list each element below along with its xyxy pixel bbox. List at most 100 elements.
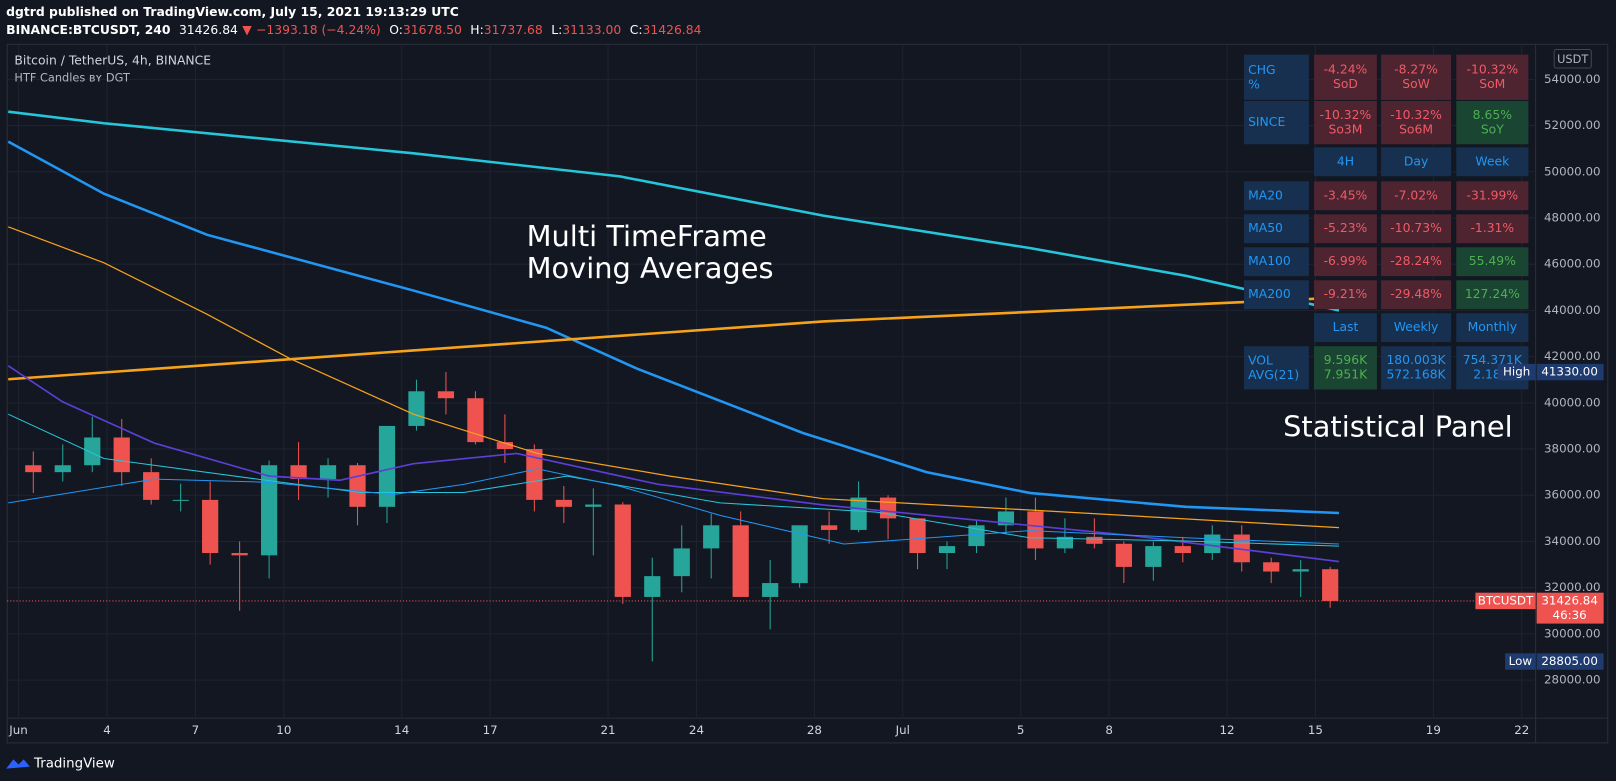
candle-body: [1174, 546, 1191, 554]
panel-label-cell: [1243, 54, 1309, 100]
x-tick-label: 21: [601, 723, 616, 737]
x-tick-label: Jun: [8, 723, 28, 737]
price-tag-name: Low: [1509, 654, 1533, 668]
panel-label: SINCE: [1248, 115, 1285, 129]
panel-cell-text: Week: [1475, 154, 1510, 168]
candle-body: [850, 497, 867, 530]
x-tick-label: Jul: [895, 723, 910, 737]
panel-cell: [1381, 54, 1452, 100]
panel-cell-text: SoD: [1333, 77, 1358, 91]
candle-body: [1263, 562, 1280, 572]
candle-body: [1204, 534, 1221, 554]
y-tick-label: 48000.00: [1544, 210, 1601, 224]
price-tag: [1536, 653, 1604, 670]
unit-box: [1553, 48, 1592, 69]
candle-body: [821, 525, 838, 530]
candle-body: [113, 437, 130, 473]
candle-body: [762, 583, 779, 597]
statistical-panel: CHG %-4.24%SoD-8.27%SoW-10.32%SoMSINCE-10…: [1243, 54, 1529, 390]
candle-body: [496, 442, 513, 450]
candle-body: [172, 499, 189, 501]
panel-label: CHG%: [1248, 63, 1276, 91]
x-tick-label: 5: [1017, 723, 1025, 737]
panel-cell-text: -10.32%: [1390, 108, 1442, 122]
panel-cell: [1456, 181, 1529, 211]
candle-body: [25, 465, 42, 473]
ohlc-value: 31133.00: [562, 22, 621, 36]
panel-label: MA200: [1248, 287, 1291, 301]
candle-body: [1322, 569, 1339, 601]
panel-cell-text: -28.24%: [1390, 254, 1442, 268]
candle-body: [938, 546, 956, 554]
candle-body: [1115, 543, 1132, 567]
panel-cell: [1381, 181, 1452, 211]
candle-body: [1145, 546, 1162, 567]
panel-cell-text: 9.596K: [1324, 353, 1368, 367]
panel-cell-text: 4H: [1337, 154, 1354, 168]
ohlc-label: C:: [630, 22, 643, 36]
price-tag: [1536, 592, 1604, 624]
candle-body: [467, 398, 484, 443]
candle-body: [1056, 536, 1074, 549]
moving-average: [7, 140, 1340, 515]
panel-cell: [1456, 280, 1529, 310]
price-axis: 28000.00 30000.00 32000.00 34000.00 36000.00…: [8, 72, 1604, 737]
panel-cell: [1314, 346, 1377, 390]
price-tag-name-box: [1475, 592, 1536, 610]
candle-body: [673, 548, 690, 577]
panel-cell: [1314, 147, 1377, 177]
panel-cell-text: 754.371K: [1463, 353, 1523, 367]
panel-cell-text: SoY: [1481, 122, 1504, 136]
panel-cell: [1456, 100, 1529, 145]
panel-cell-text: So3M: [1328, 122, 1362, 136]
panel-cell-text: -9.21%: [1324, 287, 1368, 301]
candle-body: [909, 518, 926, 554]
candle-body: [1086, 536, 1103, 544]
panel-cell-text: 180.003K: [1386, 353, 1446, 367]
moving-average: [8, 296, 1340, 381]
panel-cell-text: -3.45%: [1324, 188, 1368, 202]
symbol-line: BINANCE:BTCUSDT, 240 31426.84 ▼ −1393.18…: [6, 22, 701, 36]
panel-cell: [1314, 54, 1377, 100]
candle-body: [1027, 511, 1044, 549]
panel-cell-text: -1.31%: [1470, 221, 1514, 235]
candle-body: [319, 465, 337, 480]
candle-body: [202, 499, 219, 554]
ohlc-value: 31426.84: [643, 22, 702, 36]
author-line: dgtrd published on TradingView.com, July…: [6, 5, 459, 19]
candle-body: [526, 449, 543, 500]
panel-label-part: AVG(21): [1248, 368, 1299, 382]
candle-body: [54, 465, 71, 473]
panel-label: MA50: [1248, 221, 1283, 235]
panel-cell-text: 127.24%: [1465, 287, 1520, 301]
panel-cell-text: 572.168K: [1386, 368, 1446, 382]
x-tick-label: 4: [103, 723, 111, 737]
panel-label: MA20: [1248, 188, 1283, 202]
candle-body: [614, 504, 631, 597]
y-tick-label: 36000.00: [1544, 488, 1601, 502]
legend-title: Bitcoin / TetherUS, 4h, BINANCE: [14, 53, 211, 67]
panel-cell: [1381, 214, 1452, 244]
panel-label: MA100: [1248, 254, 1291, 268]
panel-cell: [1381, 147, 1452, 177]
candle-body: [349, 465, 366, 507]
y-tick-label: 42000.00: [1544, 349, 1601, 363]
ohlc-label: L:: [551, 22, 562, 36]
y-tick-label: 50000.00: [1544, 164, 1601, 178]
panel-cell: [1314, 214, 1377, 244]
price-tag-value: 28805.00: [1541, 654, 1598, 668]
x-tick-label: 12: [1219, 723, 1234, 737]
panel-cell-text: -10.32%: [1467, 63, 1519, 77]
panel-cell-text: -10.32%: [1320, 108, 1372, 122]
moving-average: [8, 413, 1339, 547]
panel-cell: [1456, 313, 1529, 343]
panel-cell-text: SoM: [1479, 77, 1505, 91]
panel-cell-text: So6M: [1399, 122, 1433, 136]
y-tick-label: 46000.00: [1544, 257, 1601, 271]
panel-cell: [1314, 280, 1377, 310]
footer-brand: TradingView: [33, 756, 115, 771]
axis-unit: USDT: [1557, 52, 1588, 66]
panel-cell: [1381, 100, 1452, 145]
panel-cell-text: -4.24%: [1324, 63, 1368, 77]
panel-cell-text: -8.27%: [1394, 63, 1438, 77]
